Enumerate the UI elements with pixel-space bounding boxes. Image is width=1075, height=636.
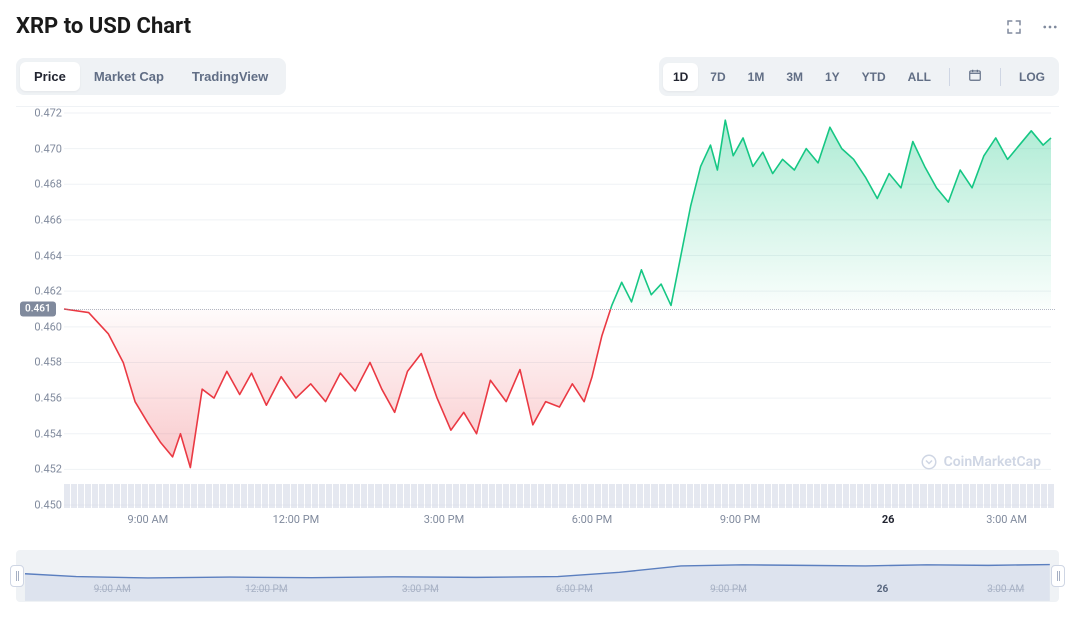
range-7d[interactable]: 7D bbox=[700, 63, 735, 91]
y-axis-label: 0.454 bbox=[22, 427, 62, 440]
range-ytd[interactable]: YTD bbox=[852, 63, 896, 91]
calendar-icon[interactable] bbox=[958, 61, 992, 92]
tab-tradingview[interactable]: TradingView bbox=[178, 62, 282, 91]
x-axis-label: 12:00 PM bbox=[273, 513, 320, 526]
chart-canvas bbox=[16, 107, 1059, 545]
navigator-handle-left[interactable] bbox=[10, 565, 24, 587]
baseline-line bbox=[64, 309, 1055, 310]
navigator-x-label: 9:00 PM bbox=[710, 584, 747, 595]
navigator-x-label: 3:00 PM bbox=[402, 584, 439, 595]
x-axis-label: 9:00 PM bbox=[720, 513, 760, 526]
y-axis-label: 0.452 bbox=[22, 463, 62, 476]
x-axis-label: 6:00 PM bbox=[572, 513, 612, 526]
y-axis-label: 0.472 bbox=[22, 107, 62, 120]
y-axis-label: 0.460 bbox=[22, 320, 62, 333]
navigator-x-label: 12:00 PM bbox=[245, 584, 287, 595]
navigator-x-label: 9:00 AM bbox=[94, 584, 131, 595]
range-1m[interactable]: 1M bbox=[738, 63, 775, 91]
fullscreen-icon[interactable] bbox=[1005, 18, 1023, 36]
log-toggle[interactable]: LOG bbox=[1009, 63, 1055, 91]
y-axis-label: 0.470 bbox=[22, 142, 62, 155]
range-3m[interactable]: 3M bbox=[776, 63, 813, 91]
page-title: XRP to USD Chart bbox=[16, 14, 191, 39]
more-icon[interactable] bbox=[1041, 18, 1059, 36]
x-axis-label: 3:00 AM bbox=[986, 513, 1027, 526]
y-axis-label: 0.466 bbox=[22, 213, 62, 226]
navigator-canvas bbox=[17, 551, 1058, 603]
tab-price[interactable]: Price bbox=[20, 62, 80, 91]
main-chart: 0.450 0.452 0.454 0.456 0.458 0.460 0.462 0.464… bbox=[16, 106, 1059, 544]
y-axis-label: 0.462 bbox=[22, 285, 62, 298]
y-axis-label: 0.468 bbox=[22, 178, 62, 191]
x-axis-label: 3:00 PM bbox=[424, 513, 464, 526]
x-axis-label: 9:00 AM bbox=[128, 513, 169, 526]
baseline-badge: 0.461 bbox=[20, 302, 56, 317]
y-axis-label: 0.456 bbox=[22, 392, 62, 405]
chart-navigator[interactable]: 9:00 AM 12:00 PM 3:00 PM 6:00 PM 9:00 PM 26 3:… bbox=[16, 550, 1059, 602]
range-1y[interactable]: 1Y bbox=[815, 63, 850, 91]
range-all[interactable]: ALL bbox=[898, 63, 941, 91]
view-tabs: PriceMarket CapTradingView bbox=[16, 58, 286, 95]
y-axis-label: 0.458 bbox=[22, 356, 62, 369]
x-axis-label: 26 bbox=[882, 513, 895, 526]
chart-controls: PriceMarket CapTradingView 1D7D1M3M1YYTD… bbox=[16, 57, 1059, 96]
volume-bars bbox=[64, 484, 1055, 508]
y-axis-label: 0.450 bbox=[22, 499, 62, 512]
navigator-x-label: 26 bbox=[877, 584, 888, 595]
navigator-x-label: 6:00 PM bbox=[556, 584, 593, 595]
range-1d[interactable]: 1D bbox=[663, 63, 698, 91]
range-selector: 1D7D1M3M1YYTDALL LOG bbox=[659, 57, 1059, 96]
chart-header: XRP to USD Chart bbox=[16, 14, 1059, 39]
tab-marketcap[interactable]: Market Cap bbox=[80, 62, 178, 91]
navigator-x-label: 3:00 AM bbox=[987, 584, 1024, 595]
y-axis-label: 0.464 bbox=[22, 249, 62, 262]
navigator-handle-right[interactable] bbox=[1051, 565, 1065, 587]
